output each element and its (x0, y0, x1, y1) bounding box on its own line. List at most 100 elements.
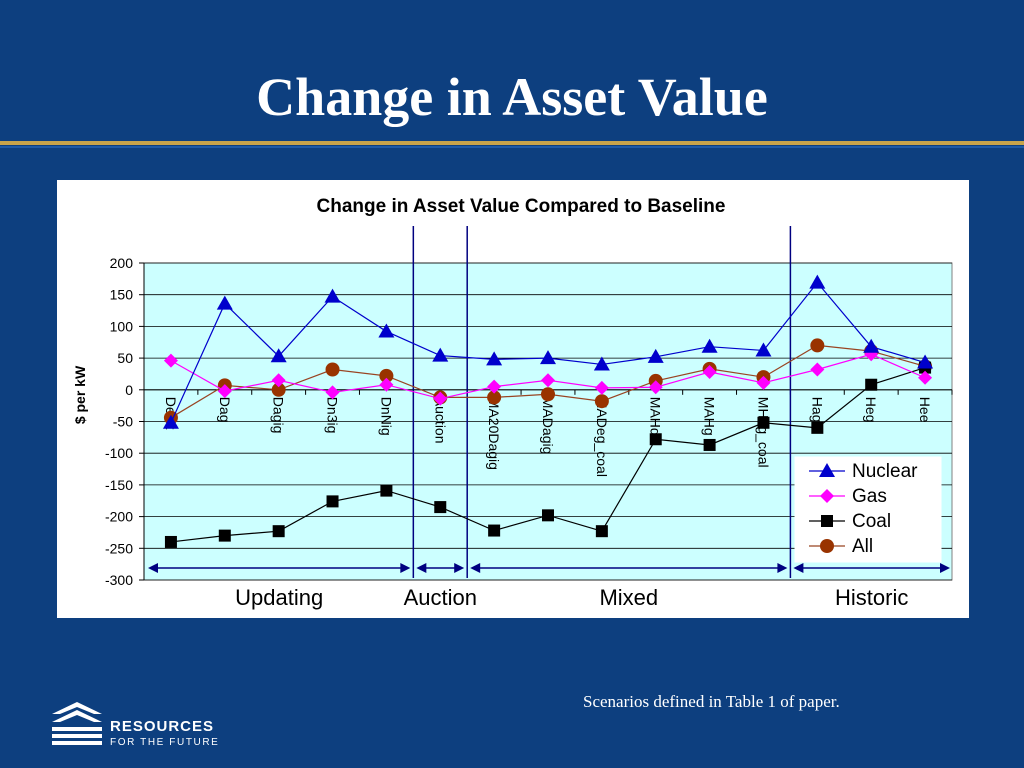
x-category-label: MAHde (648, 397, 664, 444)
data-point-gas (379, 377, 394, 392)
legend-label-all: All (852, 536, 873, 557)
x-category-label: DnNig (378, 397, 394, 436)
data-point-gas (702, 365, 717, 380)
data-point-coal (649, 433, 662, 446)
data-point-nuclear (809, 274, 826, 289)
data-point-nuclear (324, 288, 341, 303)
data-point-all (487, 390, 502, 405)
data-point-coal (811, 421, 824, 434)
data-point-nuclear (540, 350, 556, 365)
logo-text-for-the-future: FOR THE FUTURE (110, 737, 220, 748)
data-point-nuclear (593, 356, 610, 371)
y-axis-label: $ per kW (72, 365, 88, 424)
y-tick-label: 50 (117, 350, 133, 366)
title-underline-blue (0, 146, 1024, 148)
y-tick-label: 150 (110, 287, 134, 303)
data-point-coal (434, 501, 447, 514)
data-point-coal (326, 495, 339, 508)
data-point-nuclear (378, 323, 395, 338)
data-point-nuclear (863, 338, 880, 353)
data-point-coal (272, 525, 285, 538)
data-point-gas (271, 373, 286, 388)
data-point-nuclear (755, 342, 772, 357)
data-point-coal (865, 378, 878, 391)
data-point-all (325, 362, 340, 377)
region-label: Mixed (599, 585, 658, 610)
data-point-all (541, 387, 555, 402)
legend-label-nuclear: Nuclear (852, 461, 918, 482)
legend-label-gas: Gas (852, 486, 887, 507)
slide-title: Change in Asset Value (256, 67, 768, 127)
data-point-all (271, 382, 286, 397)
y-tick-label: 0 (125, 382, 133, 398)
data-point-coal (380, 484, 393, 497)
data-point-gas (541, 373, 555, 388)
data-point-nuclear (917, 354, 934, 369)
region-arrowhead-left (148, 563, 158, 573)
y-tick-label: -250 (105, 540, 133, 556)
chart-panel: Change in Asset Value Compared to Baseli… (57, 180, 969, 618)
x-category-label: MADeg_coal (594, 397, 610, 477)
legend-label-coal: Coal (852, 511, 891, 532)
data-point-coal (218, 529, 231, 542)
data-point-nuclear (486, 351, 503, 366)
y-tick-label: -200 (105, 509, 133, 525)
region-label: Historic (835, 585, 908, 610)
x-category-label: Hee (917, 397, 933, 423)
region-arrowhead-left (416, 563, 427, 573)
region-arrowhead-right (454, 563, 465, 573)
footnote: Scenarios defined in Table 1 of paper. (583, 692, 840, 711)
data-point-all (810, 338, 825, 353)
x-category-label: Hag (809, 397, 825, 423)
x-category-label: Auction (432, 397, 448, 444)
y-tick-label: -50 (113, 414, 133, 430)
legend-marker-gas (820, 489, 834, 503)
x-category-label: Dagig (271, 397, 287, 434)
y-tick-label: -150 (105, 477, 133, 493)
y-tick-label: -300 (105, 572, 133, 588)
y-tick-label: 100 (110, 318, 134, 334)
legend-marker-all (820, 539, 834, 553)
data-point-coal (164, 535, 177, 548)
region-label: Auction (404, 585, 477, 610)
y-tick-label: -100 (105, 445, 133, 461)
x-category-label: MAHg (702, 397, 718, 436)
data-point-gas (918, 370, 933, 385)
data-point-gas (594, 380, 609, 395)
legend-box (794, 456, 942, 563)
legend-marker-coal (821, 515, 833, 527)
y-tick-label: 200 (110, 255, 134, 271)
data-point-gas (217, 384, 232, 399)
x-category-label: Dag (217, 397, 233, 423)
region-arrowhead-right (777, 563, 788, 573)
data-point-coal (595, 525, 608, 538)
region-arrowhead-left (793, 563, 804, 573)
data-point-all (379, 368, 394, 383)
data-point-nuclear (432, 347, 449, 362)
data-point-coal (703, 438, 716, 451)
region-arrowhead-right (400, 563, 411, 573)
x-category-label: Heg (863, 397, 879, 423)
data-point-gas (487, 379, 502, 394)
region-arrowhead-right (940, 563, 950, 573)
data-point-nuclear (647, 348, 664, 363)
chart-title: Change in Asset Value Compared to Baseli… (317, 196, 726, 217)
data-point-gas (810, 362, 825, 377)
title-underline-gold (0, 141, 1024, 145)
data-point-coal (488, 524, 501, 537)
data-point-gas (325, 385, 340, 400)
x-category-label: MHeg_coal (755, 397, 771, 468)
region-label: Updating (235, 585, 323, 610)
resources-for-the-future-logo (52, 702, 102, 745)
data-point-all (594, 394, 609, 409)
data-point-coal (757, 416, 770, 429)
region-arrowhead-left (470, 563, 481, 573)
asset-value-chart: Change in Asset Value Compared to Baseli… (72, 196, 953, 610)
x-category-label: Dn3ig (325, 397, 341, 434)
data-point-gas (756, 375, 771, 390)
data-point-gas (163, 353, 178, 368)
logo-text-resources: RESOURCES (110, 718, 215, 735)
data-point-nuclear (701, 338, 718, 353)
mountain-icon (52, 702, 102, 745)
data-point-coal (542, 509, 554, 522)
